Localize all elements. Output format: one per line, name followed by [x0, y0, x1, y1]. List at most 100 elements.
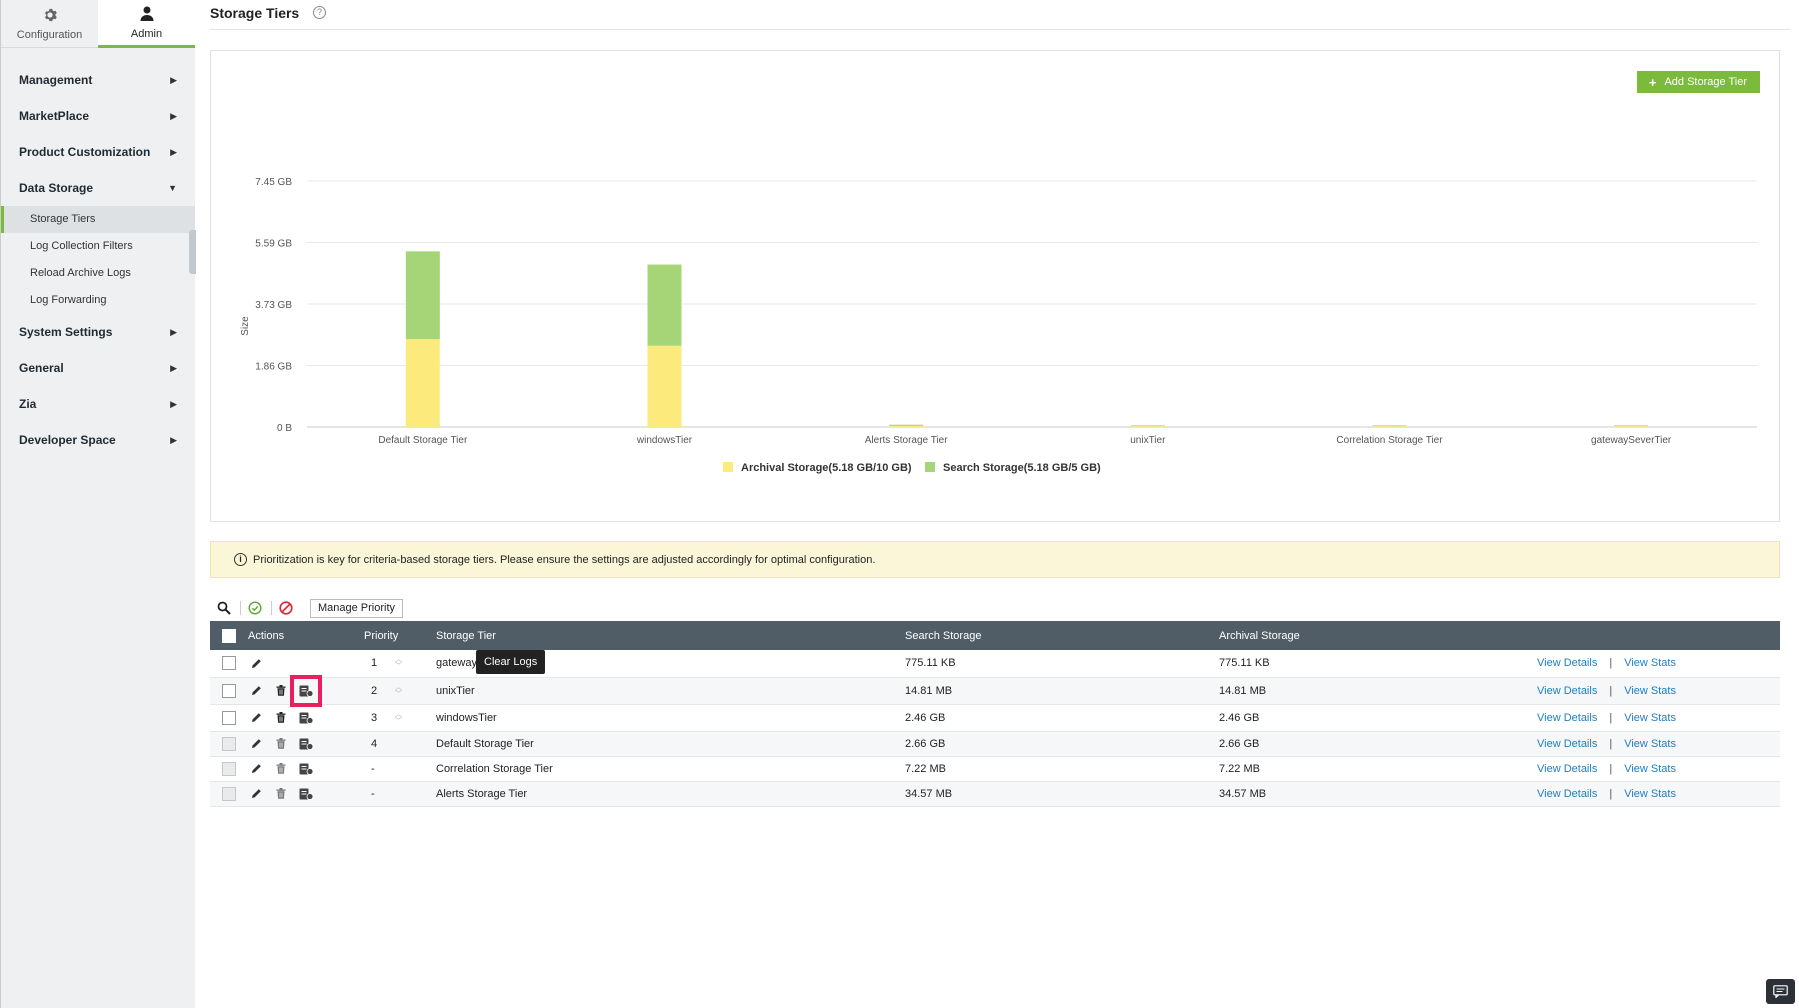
view-details-link[interactable]: View Details: [1537, 684, 1598, 697]
row-checkbox[interactable]: [222, 786, 236, 801]
priority-cell: ︿﹀: [364, 650, 436, 677]
tab-configuration[interactable]: Configuration: [1, 0, 98, 48]
clear-logs-icon[interactable]: [298, 786, 314, 802]
sidebar-item-developer-space[interactable]: Developer Space ▶: [1, 422, 195, 458]
tab-admin[interactable]: Admin: [98, 0, 195, 48]
delete-icon[interactable]: [273, 761, 289, 777]
plus-icon: +: [1648, 74, 1657, 90]
links-cell: View Details | View Stats: [1537, 677, 1780, 704]
tier-name-cell: Alerts Storage Tier: [436, 787, 528, 800]
delete-icon[interactable]: [273, 683, 289, 699]
caret-right-icon: ▶: [170, 327, 177, 337]
manage-priority-button[interactable]: Manage Priority: [310, 598, 404, 618]
table-header-row: Actions Priority Storage Tier Search Sto…: [210, 621, 1780, 650]
view-stats-link[interactable]: View Stats: [1624, 657, 1676, 670]
edit-icon[interactable]: [248, 683, 264, 699]
edit-icon[interactable]: [248, 655, 264, 671]
col-search-storage[interactable]: Search Storage: [905, 629, 982, 642]
view-details-link[interactable]: View Details: [1537, 762, 1598, 775]
view-details-link[interactable]: View Details: [1537, 657, 1598, 670]
search-storage-cell: 775.11 KB: [905, 657, 956, 670]
view-details-link[interactable]: View Details: [1537, 737, 1598, 750]
row-checkbox[interactable]: [222, 683, 236, 698]
clear-logs-icon[interactable]: [298, 761, 314, 777]
row-checkbox[interactable]: [222, 736, 236, 751]
view-stats-link[interactable]: View Stats: [1624, 737, 1676, 750]
priority-input[interactable]: [369, 653, 395, 674]
delete-icon[interactable]: [273, 736, 289, 752]
edit-icon[interactable]: [248, 786, 264, 802]
clear-logs-icon[interactable]: [298, 736, 314, 752]
caret-down-icon: ▼: [168, 183, 177, 193]
sidebar-item-marketplace[interactable]: MarketPlace ▶: [1, 98, 195, 134]
delete-icon[interactable]: [273, 786, 289, 802]
sidebar-item-system-settings[interactable]: System Settings ▶: [1, 314, 195, 350]
sidebar-subitem-storage-tiers[interactable]: Storage Tiers: [1, 206, 195, 233]
actions-cell: [248, 650, 364, 677]
archival-storage-cell: 7.22 MB: [1219, 762, 1260, 775]
storage-tier-table: Actions Priority Storage Tier Search Sto…: [210, 621, 1780, 807]
sidebar-item-management[interactable]: Management ▶: [1, 62, 195, 98]
actions-cell: [248, 756, 364, 781]
bar-archival: [1372, 426, 1407, 427]
view-stats-link[interactable]: View Stats: [1624, 684, 1676, 697]
priority-input[interactable]: [369, 707, 395, 728]
edit-icon[interactable]: [248, 761, 264, 777]
notice-text: Prioritization is key for criteria-based…: [253, 553, 876, 566]
info-icon: i: [234, 553, 247, 566]
view-stats-link[interactable]: View Stats: [1624, 787, 1676, 800]
sidebar-item-data-storage[interactable]: Data Storage ▼: [1, 170, 195, 206]
edit-icon[interactable]: [248, 736, 264, 752]
view-details-link[interactable]: View Details: [1537, 711, 1598, 724]
chat-icon[interactable]: [1766, 979, 1795, 1004]
sidebar-item-zia[interactable]: Zia ▶: [1, 386, 195, 422]
col-archival-storage[interactable]: Archival Storage: [1219, 629, 1300, 642]
enable-icon[interactable]: [247, 600, 263, 616]
select-cell: [210, 677, 248, 704]
col-links: [1537, 621, 1780, 650]
select-cell: [210, 704, 248, 731]
sidebar-item-product-customization[interactable]: Product Customization ▶: [1, 134, 195, 170]
help-icon[interactable]: ?: [313, 6, 326, 19]
priority-stepper-icon[interactable]: ︿ ﹀: [395, 710, 402, 725]
clear-logs-icon[interactable]: [298, 710, 314, 726]
sidebar-subitem-log-collection-filters[interactable]: Log Collection Filters: [30, 240, 133, 252]
link-separator: |: [1609, 684, 1613, 697]
legend-swatch: [723, 462, 733, 472]
sidebar-collapse-handle[interactable]: [189, 230, 196, 274]
sidebar-subitem-reload-archive-logs[interactable]: Reload Archive Logs: [30, 267, 131, 279]
view-details-link[interactable]: View Details: [1537, 787, 1598, 800]
row-checkbox[interactable]: [222, 656, 236, 671]
page-title: Storage Tiers: [210, 5, 300, 21]
view-stats-link[interactable]: View Stats: [1624, 762, 1676, 775]
col-storage-tier[interactable]: Storage Tier: [436, 629, 496, 642]
priority-input[interactable]: [369, 680, 395, 701]
priority-stepper-icon[interactable]: ︿ ﹀: [395, 683, 402, 698]
add-storage-tier-label: Add Storage Tier: [1664, 76, 1747, 88]
bar-search: [1614, 425, 1649, 427]
bar-search: [1130, 425, 1165, 427]
search-icon[interactable]: [216, 600, 232, 616]
sidebar-subitem-log-forwarding[interactable]: Log Forwarding: [30, 294, 107, 306]
view-stats-link[interactable]: View Stats: [1624, 711, 1676, 724]
select-all-checkbox[interactable]: [222, 628, 236, 643]
col-priority[interactable]: Priority: [364, 629, 399, 642]
clear-logs-icon[interactable]: [290, 674, 322, 707]
add-storage-tier-button[interactable]: + Add Storage Tier: [1636, 71, 1760, 93]
sidebar-item-general[interactable]: General ▶: [1, 350, 195, 386]
search-storage-cell: 2.46 GB: [905, 711, 946, 724]
sidebar-item-label: Product Customization: [19, 145, 151, 159]
row-checkbox[interactable]: [222, 710, 236, 725]
sidebar-item-label: Management: [19, 73, 93, 87]
priority-value: -: [371, 762, 375, 775]
gear-icon: [43, 8, 57, 29]
priority-stepper-icon[interactable]: ︿ ﹀: [395, 656, 402, 671]
disable-icon[interactable]: [278, 600, 294, 616]
edit-icon[interactable]: [248, 710, 264, 726]
legend-label: Search Storage(5.18 GB/5 GB): [943, 462, 1101, 474]
delete-icon[interactable]: [273, 710, 289, 726]
links-cell: View Details | View Stats: [1537, 650, 1780, 677]
row-checkbox[interactable]: [222, 761, 236, 776]
